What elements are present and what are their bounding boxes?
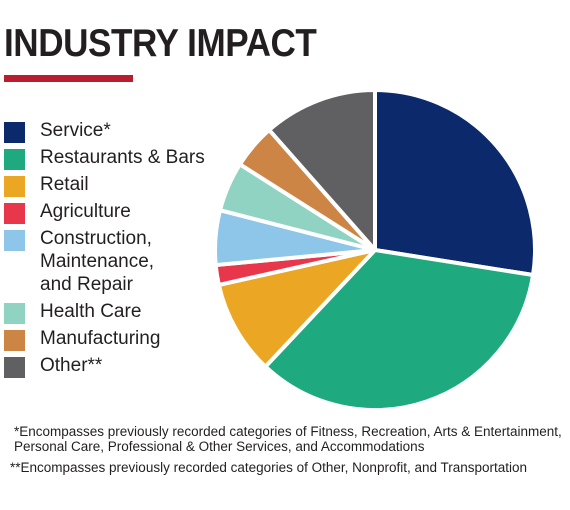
legend-item-manufacturing: Manufacturing xyxy=(4,327,219,351)
legend-item-construction-maintenance-and-repair: Construction, Maintenance, and Repair xyxy=(4,227,219,296)
title-underline xyxy=(4,75,133,82)
legend-label: Construction, Maintenance, and Repair xyxy=(40,228,155,295)
legend-item-agriculture: Agriculture xyxy=(4,200,219,224)
legend-swatch xyxy=(4,230,25,251)
legend-label: Restaurants & Bars xyxy=(40,147,205,168)
legend-swatch xyxy=(4,330,25,351)
legend-item-retail: Retail xyxy=(4,173,219,197)
pie-slice-other xyxy=(267,88,377,252)
legend-label: Agriculture xyxy=(40,201,131,222)
pie-slice-restaurants-bars xyxy=(263,248,536,412)
legend-label: Health Care xyxy=(40,301,142,322)
legend-swatch xyxy=(4,303,25,324)
legend-swatch xyxy=(4,357,25,378)
legend-swatch xyxy=(4,203,25,224)
legend-item-health-care: Health Care xyxy=(4,300,219,324)
legend-label: Other** xyxy=(40,355,103,376)
legend-label: Manufacturing xyxy=(40,328,161,349)
legend-swatch xyxy=(4,176,25,197)
pie-slice-retail xyxy=(216,248,377,369)
legend: Service* Restaurants & Bars Retail Agricult… xyxy=(4,119,219,381)
footnote-service: *Encompasses previously recorded categor… xyxy=(14,424,562,454)
legend-swatch xyxy=(4,149,25,170)
legend-swatch xyxy=(4,122,25,143)
pie-slice-service xyxy=(373,88,537,278)
legend-label: Service* xyxy=(40,120,111,141)
chart-title: INDUSTRY IMPACT xyxy=(4,22,317,65)
footnotes: *Encompasses previously recorded categor… xyxy=(6,424,566,481)
legend-item-other: Other** xyxy=(4,354,219,378)
legend-item-service: Service* xyxy=(4,119,219,143)
footnote-other: **Encompasses previously recorded catego… xyxy=(10,460,528,475)
legend-item-restaurants-bars: Restaurants & Bars xyxy=(4,146,219,170)
legend-label: Retail xyxy=(40,174,89,195)
